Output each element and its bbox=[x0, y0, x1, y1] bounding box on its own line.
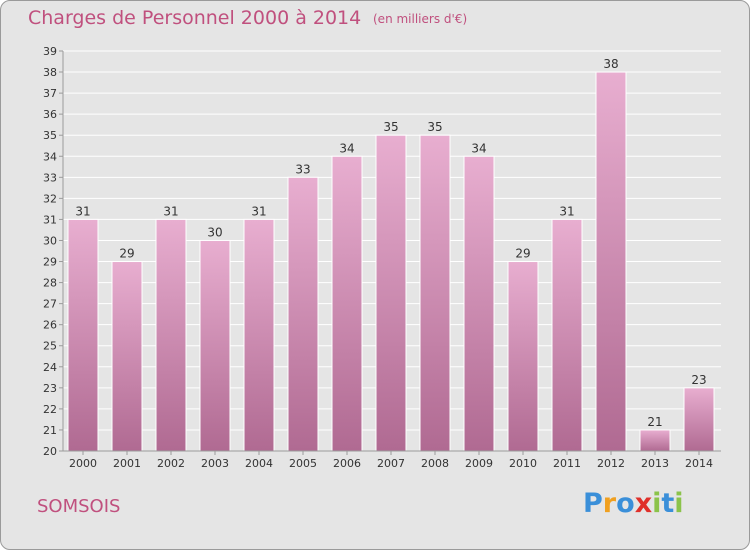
value-label-2005: 33 bbox=[295, 162, 310, 176]
value-label-2011: 31 bbox=[559, 204, 574, 218]
y-tick-label: 29 bbox=[43, 256, 57, 269]
bar-2003 bbox=[199, 239, 231, 452]
x-tick-label-2007: 2007 bbox=[377, 457, 405, 470]
y-tick-label: 37 bbox=[43, 87, 57, 100]
bar-2010 bbox=[507, 261, 539, 452]
y-tick-label: 27 bbox=[43, 298, 57, 311]
y-tick-label: 25 bbox=[43, 340, 57, 353]
y-tick-label: 33 bbox=[43, 171, 57, 184]
logo-letter: x bbox=[634, 488, 653, 519]
data-labels: 31 29 31 30 31 33 34 35 35 34 29 31 38 21 23 bbox=[75, 57, 706, 429]
logo-letter: o bbox=[616, 488, 635, 519]
x-tick-label-2009: 2009 bbox=[465, 457, 493, 470]
x-tick-label-2003: 2003 bbox=[201, 457, 229, 470]
y-tick-label: 34 bbox=[43, 150, 57, 163]
x-tick-label-2005: 2005 bbox=[289, 457, 317, 470]
x-tick-label-2000: 2000 bbox=[69, 457, 97, 470]
y-tick-label: 36 bbox=[43, 108, 57, 121]
x-tick-label-2006: 2006 bbox=[333, 457, 361, 470]
logo-letter: i bbox=[674, 488, 684, 519]
bar-2002 bbox=[155, 218, 187, 452]
x-tick-label-2010: 2010 bbox=[509, 457, 537, 470]
bar-2013 bbox=[639, 429, 671, 452]
x-tick-label-2014: 2014 bbox=[685, 457, 713, 470]
x-tick-label-2002: 2002 bbox=[157, 457, 185, 470]
x-tick-label-2013: 2013 bbox=[641, 457, 669, 470]
proxiti-logo: Proxiti bbox=[583, 488, 684, 519]
x-tick-label-2011: 2011 bbox=[553, 457, 581, 470]
y-tick-label: 20 bbox=[43, 445, 57, 458]
y-tick-label: 24 bbox=[43, 361, 57, 374]
logo-letter: r bbox=[602, 488, 617, 519]
bar-2009 bbox=[463, 155, 495, 452]
bar-2000 bbox=[67, 218, 99, 452]
value-label-2012: 38 bbox=[603, 57, 618, 71]
chart-title: Charges de Personnel 2000 à 2014 bbox=[28, 7, 362, 29]
y-tick-label: 35 bbox=[43, 129, 57, 142]
value-label-2001: 29 bbox=[119, 247, 134, 261]
x-tick-label-2012: 2012 bbox=[597, 457, 625, 470]
value-label-2004: 31 bbox=[251, 204, 266, 218]
y-tick-label: 26 bbox=[43, 319, 57, 332]
bar-2004 bbox=[243, 218, 275, 452]
bar-2006 bbox=[331, 155, 363, 452]
bar-2007 bbox=[375, 134, 407, 452]
x-tick-label-2008: 2008 bbox=[421, 457, 449, 470]
value-label-2003: 30 bbox=[207, 225, 222, 239]
value-label-2002: 31 bbox=[163, 204, 178, 218]
y-tick-label: 38 bbox=[43, 66, 57, 79]
axes: 20 21 22 23 24 25 26 27 28 29 30 31 32 33 34 35 36 37 38 39… bbox=[43, 45, 721, 470]
y-tick-label: 32 bbox=[43, 192, 57, 205]
value-label-2010: 29 bbox=[515, 247, 530, 261]
y-tick-label: 23 bbox=[43, 382, 57, 395]
value-label-2008: 35 bbox=[427, 120, 442, 134]
x-tick-label-2004: 2004 bbox=[245, 457, 273, 470]
value-label-2000: 31 bbox=[75, 204, 90, 218]
y-tick-label: 30 bbox=[43, 234, 57, 247]
bar-2014 bbox=[683, 387, 715, 452]
y-tick-label: 31 bbox=[43, 213, 57, 226]
value-label-2009: 34 bbox=[471, 141, 486, 155]
logo-letter: i bbox=[652, 488, 662, 519]
x-tick-label-2001: 2001 bbox=[113, 457, 141, 470]
logo-letter: P bbox=[583, 488, 603, 519]
bar-2008 bbox=[419, 134, 451, 452]
logo-letter: t bbox=[661, 488, 675, 519]
y-tick-label: 22 bbox=[43, 403, 57, 416]
bars bbox=[67, 71, 715, 452]
y-tick-label: 21 bbox=[43, 424, 57, 437]
y-tick-label: 28 bbox=[43, 277, 57, 290]
value-label-2013: 21 bbox=[647, 415, 662, 429]
y-tick-label: 39 bbox=[43, 45, 57, 58]
bar-2011 bbox=[551, 218, 583, 452]
commune-name: SOMSOIS bbox=[37, 496, 121, 517]
chart-subtitle: (en milliers d'€) bbox=[373, 12, 468, 26]
bar-2005 bbox=[287, 176, 319, 452]
value-label-2007: 35 bbox=[383, 120, 398, 134]
bar-2001 bbox=[111, 261, 143, 452]
value-label-2014: 23 bbox=[691, 373, 706, 387]
value-label-2006: 34 bbox=[339, 141, 354, 155]
bar-2012 bbox=[595, 71, 627, 452]
